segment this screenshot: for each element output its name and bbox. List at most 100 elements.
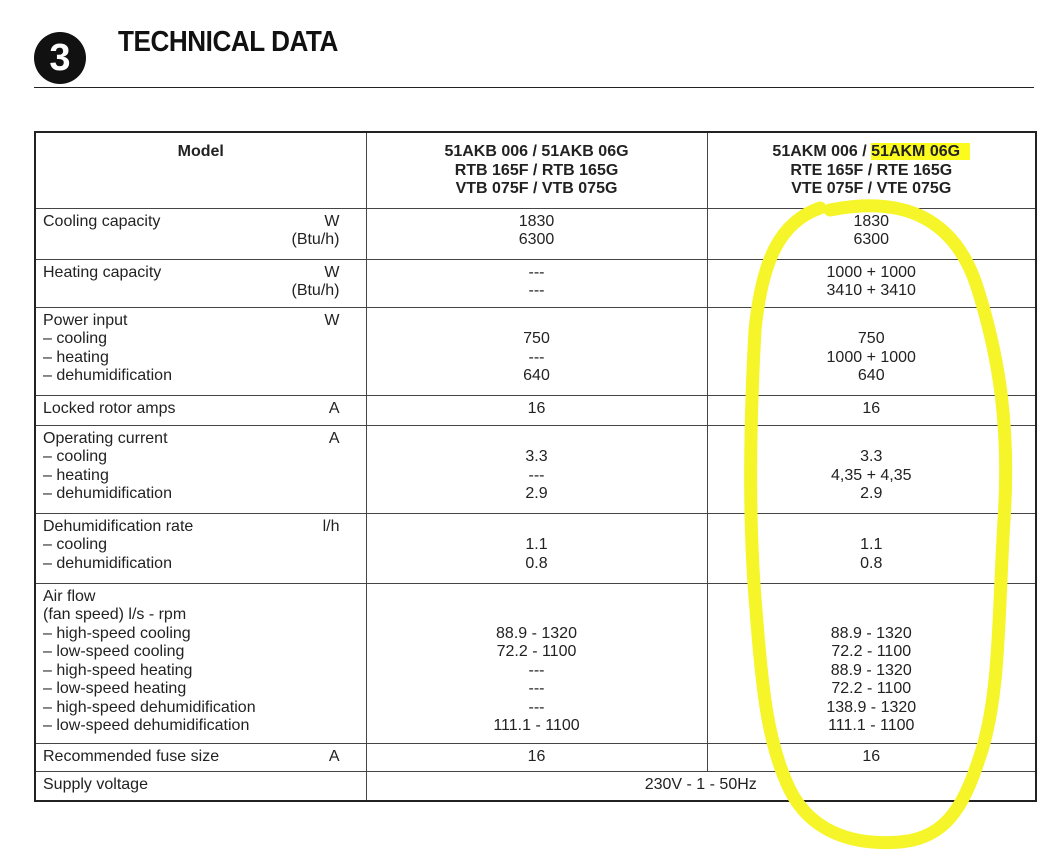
model-2-value-cell: 88.9 - 1320 72.2 - 1100 88.9 - 1320 72.2 - … xyxy=(706,582,1037,744)
parameter-label: – dehumidification xyxy=(43,367,172,384)
model-2-value-cell: 1000 + 1000 3410 + 3410 xyxy=(706,258,1037,308)
value-text: 6300 xyxy=(853,231,890,248)
parameter-cell: Locked rotor amps A xyxy=(34,394,367,426)
parameter-label: – low-speed heating xyxy=(43,680,187,697)
value-text: 88.9 - 1320 xyxy=(830,661,912,679)
unit-text: W xyxy=(324,311,340,329)
value-text xyxy=(708,312,1036,331)
parameter-cell: Power input – cooling – heating – dehumidif… xyxy=(34,306,367,396)
model-2-value-cell: 16 xyxy=(706,742,1037,772)
value-text: --- xyxy=(528,348,545,366)
model-1-value-cell: 1830 6300 xyxy=(365,207,708,260)
model-header-label: Model xyxy=(177,143,224,160)
value-text: 750 xyxy=(857,330,885,347)
unit-label: A xyxy=(329,400,340,419)
table-row: Heating capacity W (Btu/h) --- --- 1000 + 100… xyxy=(34,258,1037,308)
title-divider xyxy=(34,87,1034,88)
value-text xyxy=(708,606,1036,625)
value-text: 16 xyxy=(862,399,881,417)
col1-header-line: VTB 075F / VTB 075G xyxy=(455,180,618,197)
unit-label: W xyxy=(324,312,339,331)
value-text: --- xyxy=(528,661,545,679)
value-text: --- xyxy=(528,680,545,697)
unit-label: W (Btu/h) xyxy=(291,213,339,250)
value-text: 88.9 - 1320 xyxy=(830,624,912,642)
value-text xyxy=(367,430,707,449)
model-column-1-header: 51AKB 006 / 51AKB 06G RTB 165F / RTB 165G… xyxy=(365,131,708,209)
parameter-label: – cooling xyxy=(43,330,108,347)
value-text: 1000 + 1000 xyxy=(826,263,916,281)
model-1-value-cell: 1.1 0.8 xyxy=(365,512,708,584)
model-2-value-cell: 1830 6300 xyxy=(706,207,1037,260)
value-text: 1.1 xyxy=(860,536,883,553)
parameter-label: – low-speed cooling xyxy=(43,643,185,660)
unit-text: (Btu/h) xyxy=(291,231,340,248)
model-2-value-cell: 1.1 0.8 xyxy=(706,512,1037,584)
technical-data-table: Model 51AKB 006 / 51AKB 06G RTB 165F / RT… xyxy=(34,131,1037,802)
value-text: 6300 xyxy=(518,231,555,248)
model-1-value-cell: 88.9 - 1320 72.2 - 1100 --- --- --- 111.1 - 1… xyxy=(365,582,708,744)
value-text: 2.9 xyxy=(525,485,548,502)
section-number-badge: 3 xyxy=(34,32,86,84)
value-text: --- xyxy=(528,466,545,484)
value-text xyxy=(708,518,1036,537)
unit-text: A xyxy=(328,429,340,447)
model-column-2-header: 51AKM 006 / 51AKM 06G RTE 165F / RTE 165… xyxy=(706,131,1037,209)
model-2-value-cell: 750 1000 + 1000 640 xyxy=(706,306,1037,396)
parameter-label: – high-speed dehumidification xyxy=(43,698,256,716)
value-text xyxy=(367,518,707,537)
value-text: 2.9 xyxy=(860,485,883,502)
value-text: 111.1 - 1100 xyxy=(828,717,915,734)
col1-header-line: 51AKB 006 / 51AKB 06G xyxy=(444,143,629,160)
table-row: Operating current – cooling – heating – deh… xyxy=(34,424,1037,514)
parameter-label: (fan speed) l/s - rpm xyxy=(43,606,187,623)
value-text: 16 xyxy=(527,747,546,765)
value-text: 1830 xyxy=(853,212,890,230)
unit-text: l/h xyxy=(322,517,340,535)
parameter-label: Operating current xyxy=(43,429,168,447)
page-title: TECHNICAL DATA xyxy=(118,26,338,58)
value-text: 138.9 - 1320 xyxy=(826,698,917,716)
value-text: 16 xyxy=(527,399,546,417)
value-text: 3410 + 3410 xyxy=(826,282,916,299)
model-2-value-cell: 16 xyxy=(706,394,1037,426)
parameter-label: Cooling capacity xyxy=(43,212,161,230)
parameter-label: – cooling xyxy=(43,448,108,465)
parameter-cell: Air flow (fan speed) l/s - rpm – high-spee… xyxy=(34,582,367,744)
table-row: Recommended fuse size A 16 16 xyxy=(34,742,1037,772)
parameter-label: – heating xyxy=(43,348,109,366)
parameter-cell: Operating current – cooling – heating – deh… xyxy=(34,424,367,514)
highlighted-model-name: 51AKM 06G xyxy=(871,143,971,160)
model-1-value-cell: 16 xyxy=(365,394,708,426)
value-text xyxy=(708,588,1036,607)
value-text: 750 xyxy=(523,330,550,347)
table-row: Air flow (fan speed) l/s - rpm – high-spee… xyxy=(34,582,1037,744)
col2-header-prefix: 51AKM 006 / xyxy=(772,143,872,160)
value-text: 72.2 - 1100 xyxy=(496,643,577,660)
col2-header-line2: RTE 165F / RTE 165G xyxy=(790,161,953,179)
value-text: 3.3 xyxy=(860,448,883,465)
value-text: 3.3 xyxy=(525,448,548,465)
parameter-label: – dehumidification xyxy=(43,485,172,502)
model-1-value-cell: 16 xyxy=(365,742,708,772)
value-text: 640 xyxy=(523,367,550,384)
parameter-label: – high-speed heating xyxy=(43,661,193,679)
value-text: 72.2 - 1100 xyxy=(831,680,912,697)
parameter-cell: Dehumidification rate – cooling – dehumidi… xyxy=(34,512,367,584)
value-text xyxy=(367,606,707,625)
unit-label: A xyxy=(329,430,340,449)
supply-voltage-value: 230V - 1 - 50Hz xyxy=(365,770,1037,802)
col2-header-line3: VTE 075F / VTE 075G xyxy=(791,180,952,197)
value-text: 1000 + 1000 xyxy=(826,348,916,366)
value-text: --- xyxy=(528,282,545,299)
unit-text: A xyxy=(328,747,340,765)
table-row: Dehumidification rate – cooling – dehumidi… xyxy=(34,512,1037,584)
col1-header-line: RTB 165F / RTB 165G xyxy=(454,161,619,179)
parameter-label: – cooling xyxy=(43,536,108,553)
parameter-label: – high-speed cooling xyxy=(43,624,191,642)
unit-label: W (Btu/h) xyxy=(291,264,339,301)
value-text xyxy=(367,312,707,331)
parameter-label: Power input xyxy=(43,311,128,329)
table-row: Power input – cooling – heating – dehumidif… xyxy=(34,306,1037,396)
supply-voltage-label: Supply voltage xyxy=(34,770,367,802)
